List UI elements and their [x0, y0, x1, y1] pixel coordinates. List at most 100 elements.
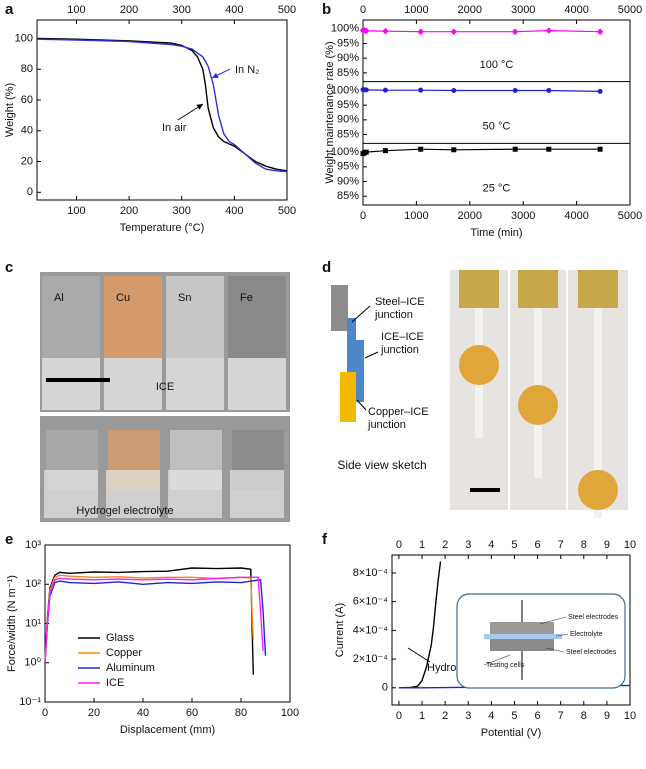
series-line: [44, 579, 267, 663]
y-tick-label: 10¹: [25, 617, 41, 629]
plot-area: [36, 37, 288, 173]
x-tick-label: 10: [624, 710, 636, 722]
sketch-caption: Side view sketch: [337, 458, 426, 472]
series-line: [44, 567, 254, 675]
y-tick-label: 95%: [337, 37, 359, 49]
plot-area: [44, 567, 267, 675]
legend-label: ICE: [106, 677, 124, 689]
x-axis-label: Temperature (°C): [120, 222, 204, 234]
marker: [363, 27, 370, 35]
x-tick-label-top: 10: [624, 539, 636, 551]
x-tick-label: 2: [442, 710, 448, 722]
x-tick-label: 3000: [511, 210, 535, 222]
junction-label: junction: [367, 419, 406, 431]
electrode-top: [490, 622, 554, 634]
marker: [596, 28, 604, 35]
y-tick-label: 85%: [337, 190, 359, 202]
y-tick-label: 10⁻¹: [19, 696, 41, 708]
leader: [351, 305, 371, 323]
plot-frame: [362, 19, 631, 206]
y-tick-label: 0: [27, 186, 33, 198]
y-tick-label: 100%: [331, 23, 359, 35]
marker: [512, 146, 518, 152]
ice-strip: [355, 340, 364, 402]
y-tick-label: 100%: [331, 84, 359, 96]
junction-label: Steel–ICE: [375, 296, 425, 308]
x-tick-label: 100: [281, 707, 299, 719]
y-tick-label: 80: [21, 63, 33, 75]
series-label: 50 °C: [483, 121, 511, 133]
x-tick-label-top: 2: [442, 539, 448, 551]
inset-leader: [539, 616, 567, 625]
annotation-arrow: [177, 103, 204, 121]
junction-label: ICE–ICE: [381, 331, 424, 343]
marker: [417, 28, 424, 35]
x-axis-label: Displacement (mm): [120, 724, 215, 736]
series-label: 100 °C: [480, 59, 514, 71]
metal-label: Al: [54, 292, 64, 304]
series-line: [398, 561, 442, 689]
series-line: [362, 148, 601, 155]
x-tick-label: 9: [604, 710, 610, 722]
ice-film: [104, 358, 162, 410]
x-tick-label-top: 4: [488, 539, 494, 551]
ice-film: [228, 358, 286, 410]
series-annotation: In N₂: [235, 64, 259, 76]
marker: [450, 28, 457, 35]
series-annotation: In air: [162, 122, 187, 134]
x-tick-label: 4000: [564, 210, 588, 222]
x-tick-label: 0: [396, 710, 402, 722]
ice-strip: [347, 318, 356, 374]
scale-bar: [470, 488, 500, 492]
metal-label: Fe: [240, 292, 253, 304]
marker: [382, 27, 389, 35]
x-tick-label-top: 500: [278, 4, 296, 16]
clamp: [578, 270, 618, 308]
marker: [597, 88, 603, 94]
y-tick-label: 95%: [337, 99, 359, 111]
ice-film: [42, 358, 100, 410]
y-tick-label: 40: [21, 125, 33, 137]
y-tick-label: 90%: [337, 175, 359, 187]
y-tick-label: 6×10⁻⁴: [353, 596, 389, 608]
metal-foil: [42, 276, 100, 358]
annotation-arrow: [407, 647, 431, 663]
x-tick-label: 40: [137, 707, 149, 719]
x-tick-label: 1000: [404, 210, 428, 222]
inset-leader: [545, 647, 565, 653]
leader: [364, 351, 379, 359]
leader: [356, 399, 367, 411]
x-tick-label: 3: [465, 710, 471, 722]
y-tick-label: 8×10⁻⁴: [353, 567, 389, 579]
x-tick-label-top: 4000: [564, 4, 588, 16]
hydrogel: [106, 470, 160, 518]
photo-divider: [40, 412, 290, 416]
marker: [382, 148, 388, 154]
x-tick-label-top: 1000: [404, 4, 428, 16]
x-tick-label: 4: [488, 710, 494, 722]
x-axis-label: Time (min): [470, 227, 522, 239]
hydrogel: [230, 470, 284, 518]
y-axis-label: Weight (%): [4, 83, 16, 137]
marker: [418, 146, 424, 152]
series-line: [362, 89, 601, 92]
y-tick-label: 10²: [25, 578, 41, 590]
x-tick-label: 500: [278, 205, 296, 217]
marker: [418, 87, 424, 93]
junction-label: junction: [380, 344, 419, 356]
metal-label: Sn: [178, 292, 191, 304]
junction-label: junction: [374, 309, 413, 321]
metal-foil: [166, 276, 224, 358]
x-tick-label: 20: [88, 707, 100, 719]
x-tick-label: 80: [235, 707, 247, 719]
panel-label: c: [5, 259, 13, 276]
x-tick-label: 6: [535, 710, 541, 722]
clamp: [459, 270, 499, 308]
copper-disk: [459, 345, 499, 385]
marker: [545, 27, 553, 34]
marker: [451, 147, 457, 153]
y-tick-label: 2×10⁻⁴: [353, 653, 389, 665]
series-line: [36, 38, 288, 173]
x-tick-label-top: 7: [558, 539, 564, 551]
